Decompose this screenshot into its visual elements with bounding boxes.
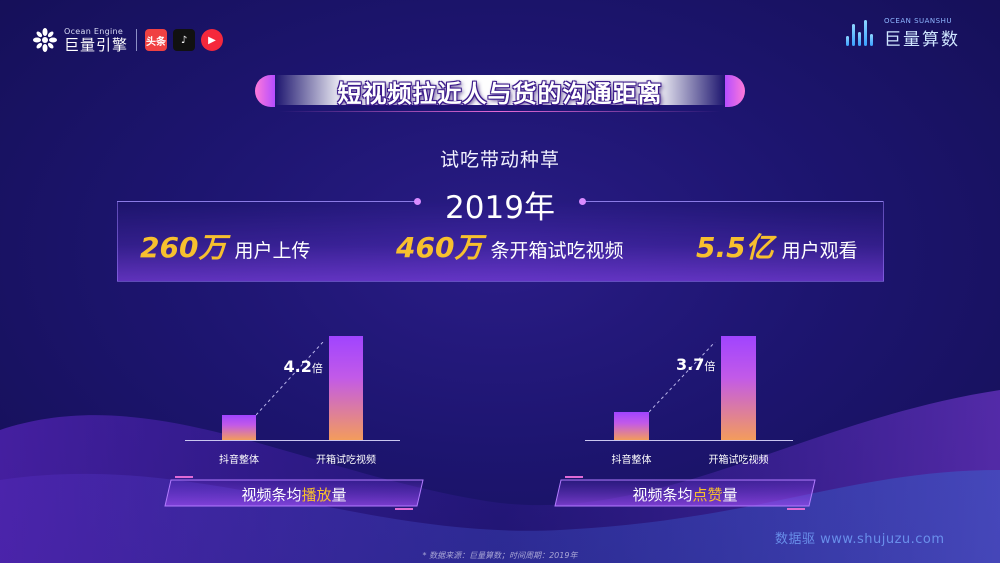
year-dot-left xyxy=(414,198,421,205)
year-dot-right xyxy=(579,198,586,205)
title-band xyxy=(275,75,725,105)
ratio-value: 4.2 xyxy=(283,356,312,376)
chart-axis xyxy=(585,440,793,441)
chart-bar xyxy=(721,336,756,440)
chart-caption: 视频条均 播放量 xyxy=(163,480,425,508)
xigua-icon: ▶ xyxy=(201,29,224,51)
stat-label: 用户上传 xyxy=(234,240,311,262)
stat-value: 260万 xyxy=(140,231,227,264)
ratio-label: 4.2倍 xyxy=(284,357,323,376)
suanshu-chinese-text: 巨量算数 xyxy=(884,30,960,50)
chart-caption-frame xyxy=(554,476,816,510)
data-source-note: * 数据来源：巨量算数；时间周期：2019年 xyxy=(422,551,578,560)
suanshu-english-text: OCEAN SUANSHU xyxy=(884,17,952,25)
title-banner: 短视频拉近人与货的沟通距离 xyxy=(255,69,745,115)
ocean-engine-logo: Ocean Engine 巨量引擎 头条 ♪ ▶ xyxy=(32,24,229,56)
stat-viewers: 5.5亿 用户观看 xyxy=(696,226,858,266)
chart-category-label: 开箱试吃视频 xyxy=(708,455,769,466)
chart-category-label: 抖音整体 xyxy=(219,455,259,466)
logo-english-text: Ocean Engine xyxy=(64,26,124,36)
chart-caption: 视频条均 点赞量 xyxy=(553,480,817,508)
logo-separator xyxy=(136,29,138,51)
logo-chinese-text: 巨量引擎 xyxy=(64,35,129,54)
title-cap-right xyxy=(725,75,745,107)
stat-videos: 460万 条开箱试吃视频 xyxy=(396,226,623,266)
stat-value: 5.5亿 xyxy=(696,231,774,264)
chart-category-label: 抖音整体 xyxy=(611,455,652,466)
page-title: 短视频拉近人与货的沟通距离 xyxy=(337,80,663,108)
ratio-connector xyxy=(649,342,716,413)
year-line-left xyxy=(117,201,417,202)
suanshu-bars-icon xyxy=(844,18,878,50)
caption-pre: 视频条均 xyxy=(241,485,302,504)
stats-panel xyxy=(117,201,884,282)
stat-label: 条开箱试吃视频 xyxy=(490,240,624,262)
toutiao-icon: 头条 xyxy=(145,29,168,51)
chart-caption-frame xyxy=(164,476,424,510)
stat-label: 用户观看 xyxy=(781,240,858,262)
chart-bar xyxy=(329,336,363,440)
caption-post: 量 xyxy=(331,485,347,504)
stat-value: 460万 xyxy=(396,231,483,264)
title-underline xyxy=(279,111,721,112)
ratio-unit: 倍 xyxy=(311,361,323,375)
stat-uploaders: 260万 用户上传 xyxy=(140,226,310,266)
ocean-engine-flower-icon xyxy=(33,28,57,52)
chart-axis xyxy=(185,440,400,441)
ratio-label: 3.7倍 xyxy=(676,355,715,374)
ratio-value: 3.7 xyxy=(676,355,705,374)
year-label: 2019年 xyxy=(445,190,555,226)
subtitle: 试吃带动种草 xyxy=(439,149,560,171)
chart-bar xyxy=(614,412,649,440)
caption-pre: 视频条均 xyxy=(632,485,693,504)
caption-highlight: 播放 xyxy=(301,485,332,504)
douyin-icon: ♪ xyxy=(173,29,196,51)
year-line-right xyxy=(583,201,883,202)
suanshu-logo: OCEAN SUANSHU 巨量算数 xyxy=(844,17,960,50)
chart-category-label: 开箱试吃视频 xyxy=(316,455,376,466)
watermark: 数据驱 www.shujuzu.com xyxy=(775,532,945,547)
caption-post: 量 xyxy=(722,485,738,504)
ratio-connector xyxy=(256,342,324,416)
title-cap-left xyxy=(255,75,275,107)
ratio-unit: 倍 xyxy=(704,360,716,373)
chart-bar xyxy=(222,415,256,440)
caption-highlight: 点赞 xyxy=(692,485,723,504)
